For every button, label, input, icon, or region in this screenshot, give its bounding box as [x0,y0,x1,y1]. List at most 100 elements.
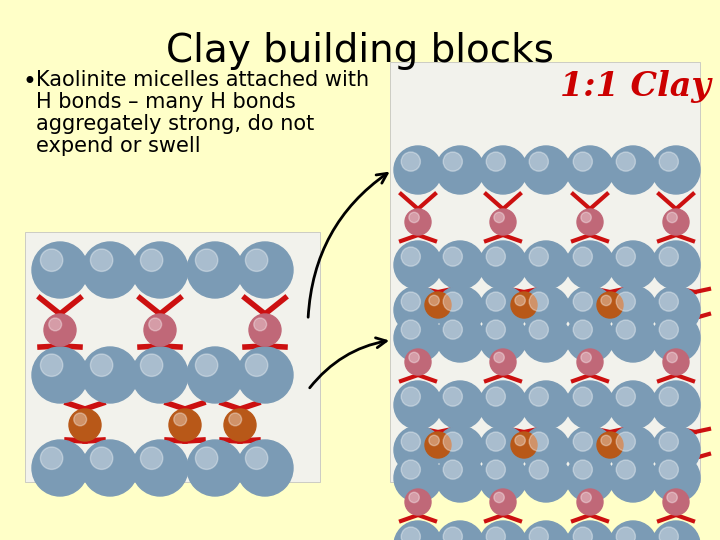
Circle shape [566,426,614,474]
Circle shape [652,241,700,289]
Circle shape [529,292,549,311]
Circle shape [479,521,527,540]
Circle shape [140,447,163,469]
Circle shape [409,212,419,222]
FancyBboxPatch shape [25,232,320,482]
Circle shape [69,409,101,441]
Circle shape [82,347,138,403]
Circle shape [581,212,591,222]
Circle shape [601,435,611,445]
Circle shape [444,460,462,479]
Circle shape [609,426,657,474]
Circle shape [616,292,635,311]
Circle shape [577,209,603,235]
Circle shape [577,349,603,375]
Text: expend or swell: expend or swell [36,136,201,156]
Circle shape [581,352,591,363]
Circle shape [573,432,593,451]
Circle shape [609,146,657,194]
Circle shape [597,432,623,458]
Circle shape [40,354,63,376]
Circle shape [82,242,138,298]
Circle shape [529,247,549,266]
Circle shape [616,387,635,406]
Circle shape [479,241,527,289]
Circle shape [436,286,484,334]
Circle shape [149,318,161,331]
Circle shape [529,432,549,451]
Circle shape [667,352,678,363]
Circle shape [253,318,266,331]
Circle shape [401,152,420,171]
Circle shape [609,521,657,540]
Circle shape [573,460,593,479]
Circle shape [132,440,188,496]
Circle shape [44,314,76,346]
Circle shape [436,314,484,362]
Circle shape [401,247,420,266]
Circle shape [663,349,689,375]
Circle shape [444,432,462,451]
Circle shape [573,152,593,171]
Circle shape [616,320,635,339]
Circle shape [394,241,442,289]
Circle shape [394,521,442,540]
Circle shape [187,440,243,496]
Circle shape [195,249,217,272]
Circle shape [394,286,442,334]
Circle shape [91,447,113,469]
Circle shape [140,354,163,376]
Circle shape [169,409,201,441]
Circle shape [529,527,549,540]
Circle shape [246,354,268,376]
Circle shape [490,349,516,375]
Circle shape [597,292,623,318]
Circle shape [409,352,419,363]
Circle shape [529,387,549,406]
Circle shape [601,295,611,306]
Circle shape [522,314,570,362]
Circle shape [609,241,657,289]
Circle shape [609,454,657,502]
Circle shape [40,447,63,469]
Circle shape [237,347,293,403]
Circle shape [486,292,505,311]
Circle shape [652,286,700,334]
Circle shape [609,314,657,362]
Circle shape [195,354,217,376]
Circle shape [224,409,256,441]
Circle shape [405,349,431,375]
Circle shape [486,320,505,339]
Circle shape [479,146,527,194]
Circle shape [401,320,420,339]
Circle shape [436,454,484,502]
Circle shape [616,247,635,266]
Circle shape [479,286,527,334]
Circle shape [486,387,505,406]
Circle shape [616,152,635,171]
Circle shape [652,426,700,474]
Circle shape [82,440,138,496]
Circle shape [652,381,700,429]
Circle shape [494,212,504,222]
FancyBboxPatch shape [390,62,700,482]
Circle shape [573,527,593,540]
Circle shape [486,152,505,171]
Circle shape [409,492,419,503]
Circle shape [577,489,603,515]
Circle shape [401,292,420,311]
Text: aggregately strong, do not: aggregately strong, do not [36,114,314,134]
Circle shape [581,492,591,503]
Circle shape [660,292,678,311]
Circle shape [566,314,614,362]
Circle shape [667,212,678,222]
Circle shape [566,241,614,289]
Circle shape [573,387,593,406]
Circle shape [436,146,484,194]
Text: H bonds – many H bonds: H bonds – many H bonds [36,92,296,112]
Circle shape [515,435,526,445]
Circle shape [436,426,484,474]
Circle shape [91,354,113,376]
Circle shape [522,286,570,334]
Circle shape [515,295,526,306]
